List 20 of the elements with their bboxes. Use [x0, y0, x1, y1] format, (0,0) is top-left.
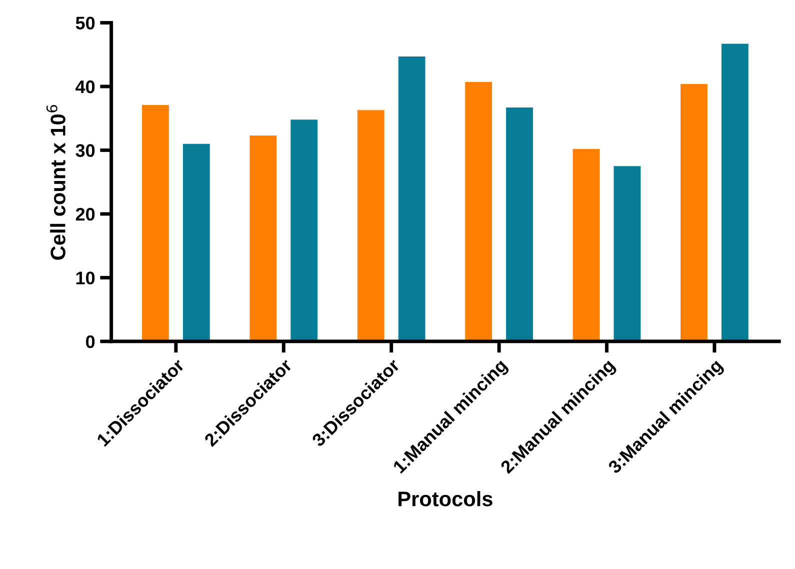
- x-axis-title: Protocols: [398, 491, 492, 506]
- y-tick-label: 50: [76, 16, 95, 30]
- bar: [506, 108, 533, 342]
- bar: [250, 136, 277, 342]
- bar: [182, 144, 210, 342]
- bar: [142, 104, 169, 342]
- bar: [680, 84, 708, 342]
- y-tick-label: 0: [86, 335, 95, 348]
- y-tick-label: 10: [76, 272, 95, 284]
- bar: [721, 44, 748, 342]
- bar: [398, 56, 426, 342]
- bar: [465, 82, 492, 342]
- y-axis-title: Cell count x 10$^{6}$: [46, 105, 66, 260]
- bar: [290, 120, 318, 342]
- y-tick-label: 30: [76, 144, 95, 157]
- bar: [572, 148, 600, 342]
- y-tick-label: 40: [76, 80, 95, 94]
- y-tick-label: 20: [76, 208, 95, 221]
- bar: [614, 166, 641, 342]
- bar: [357, 110, 384, 342]
